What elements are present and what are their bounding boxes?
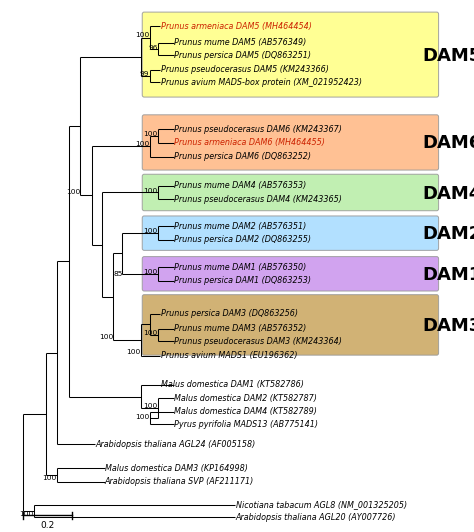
Text: Prunus armeniaca DAM6 (MH464455): Prunus armeniaca DAM6 (MH464455) xyxy=(174,138,325,147)
Text: Prunus avium MADS-box protein (XM_021952423): Prunus avium MADS-box protein (XM_021952… xyxy=(161,78,362,87)
Text: Prunus persica DAM6 (DQ863252): Prunus persica DAM6 (DQ863252) xyxy=(174,152,311,161)
Text: 100: 100 xyxy=(143,403,157,410)
Text: 96: 96 xyxy=(148,45,157,51)
Text: Prunus mume DAM4 (AB576353): Prunus mume DAM4 (AB576353) xyxy=(174,181,307,190)
Text: Prunus pseudocerasus DAM6 (KM243367): Prunus pseudocerasus DAM6 (KM243367) xyxy=(174,125,342,134)
Text: Pyrus pyrifolia MADS13 (AB775141): Pyrus pyrifolia MADS13 (AB775141) xyxy=(174,420,318,429)
Text: 100: 100 xyxy=(143,269,157,275)
Text: 100: 100 xyxy=(143,188,157,194)
Text: 100: 100 xyxy=(143,131,157,137)
FancyBboxPatch shape xyxy=(142,12,438,97)
Text: 0.2: 0.2 xyxy=(40,521,55,530)
FancyBboxPatch shape xyxy=(142,295,438,355)
Text: 100: 100 xyxy=(135,142,149,147)
Text: Prunus persica DAM5 (DQ863251): Prunus persica DAM5 (DQ863251) xyxy=(174,51,311,60)
Text: Arabidopsis thaliana AGL24 (AF005158): Arabidopsis thaliana AGL24 (AF005158) xyxy=(95,440,255,449)
Text: DAM1: DAM1 xyxy=(423,266,474,284)
Text: Malus domestica DAM2 (KT582787): Malus domestica DAM2 (KT582787) xyxy=(174,394,317,403)
Text: Arabidopsis thaliana SVP (AF211171): Arabidopsis thaliana SVP (AF211171) xyxy=(105,477,254,486)
Text: Nicotiana tabacum AGL8 (NM_001325205): Nicotiana tabacum AGL8 (NM_001325205) xyxy=(236,500,407,509)
Text: 100: 100 xyxy=(67,189,81,195)
Text: 100: 100 xyxy=(135,414,149,420)
Text: 85: 85 xyxy=(114,271,123,277)
Text: Prunus pseudocerasus DAM4 (KM243365): Prunus pseudocerasus DAM4 (KM243365) xyxy=(174,195,342,204)
Text: 100: 100 xyxy=(99,334,113,339)
FancyBboxPatch shape xyxy=(142,256,438,291)
Text: DAM6: DAM6 xyxy=(423,135,474,153)
Text: Malus domestica DAM3 (KP164998): Malus domestica DAM3 (KP164998) xyxy=(105,464,247,473)
Text: Prunus pseudocerasus DAM3 (KM243364): Prunus pseudocerasus DAM3 (KM243364) xyxy=(174,337,342,346)
Text: DAM3: DAM3 xyxy=(423,318,474,336)
FancyBboxPatch shape xyxy=(142,216,438,251)
Text: Prunus avium MADS1 (EU196362): Prunus avium MADS1 (EU196362) xyxy=(161,351,298,360)
Text: DAM5: DAM5 xyxy=(423,47,474,65)
Text: DAM2: DAM2 xyxy=(423,225,474,243)
Text: Malus domestica DAM4 (KT582789): Malus domestica DAM4 (KT582789) xyxy=(174,408,317,417)
Text: 100: 100 xyxy=(135,31,149,38)
Text: 100: 100 xyxy=(143,228,157,234)
FancyBboxPatch shape xyxy=(142,115,438,170)
Text: DAM4: DAM4 xyxy=(423,185,474,203)
Text: Malus domestica DAM1 (KT582786): Malus domestica DAM1 (KT582786) xyxy=(161,380,304,389)
Text: Prunus armeniaca DAM5 (MH464454): Prunus armeniaca DAM5 (MH464454) xyxy=(161,22,312,31)
Text: Arabidopsis thaliana AGL20 (AY007726): Arabidopsis thaliana AGL20 (AY007726) xyxy=(236,513,396,522)
Text: 100: 100 xyxy=(143,330,157,336)
Text: 100: 100 xyxy=(19,511,33,517)
Text: Prunus persica DAM3 (DQ863256): Prunus persica DAM3 (DQ863256) xyxy=(161,310,298,319)
Text: Prunus mume DAM1 (AB576350): Prunus mume DAM1 (AB576350) xyxy=(174,263,307,271)
Text: 100: 100 xyxy=(42,475,56,481)
Text: Prunus mume DAM2 (AB576351): Prunus mume DAM2 (AB576351) xyxy=(174,222,307,231)
Text: Prunus pseudocerasus DAM5 (KM243366): Prunus pseudocerasus DAM5 (KM243366) xyxy=(161,65,329,74)
Text: Prunus persica DAM1 (DQ863253): Prunus persica DAM1 (DQ863253) xyxy=(174,276,311,285)
Text: Prunus mume DAM3 (AB576352): Prunus mume DAM3 (AB576352) xyxy=(174,324,307,333)
Text: Prunus mume DAM5 (AB576349): Prunus mume DAM5 (AB576349) xyxy=(174,38,307,47)
Text: 100: 100 xyxy=(127,349,141,355)
Text: Prunus persica DAM2 (DQ863255): Prunus persica DAM2 (DQ863255) xyxy=(174,236,311,244)
FancyBboxPatch shape xyxy=(142,174,438,211)
Text: 99: 99 xyxy=(140,71,149,77)
